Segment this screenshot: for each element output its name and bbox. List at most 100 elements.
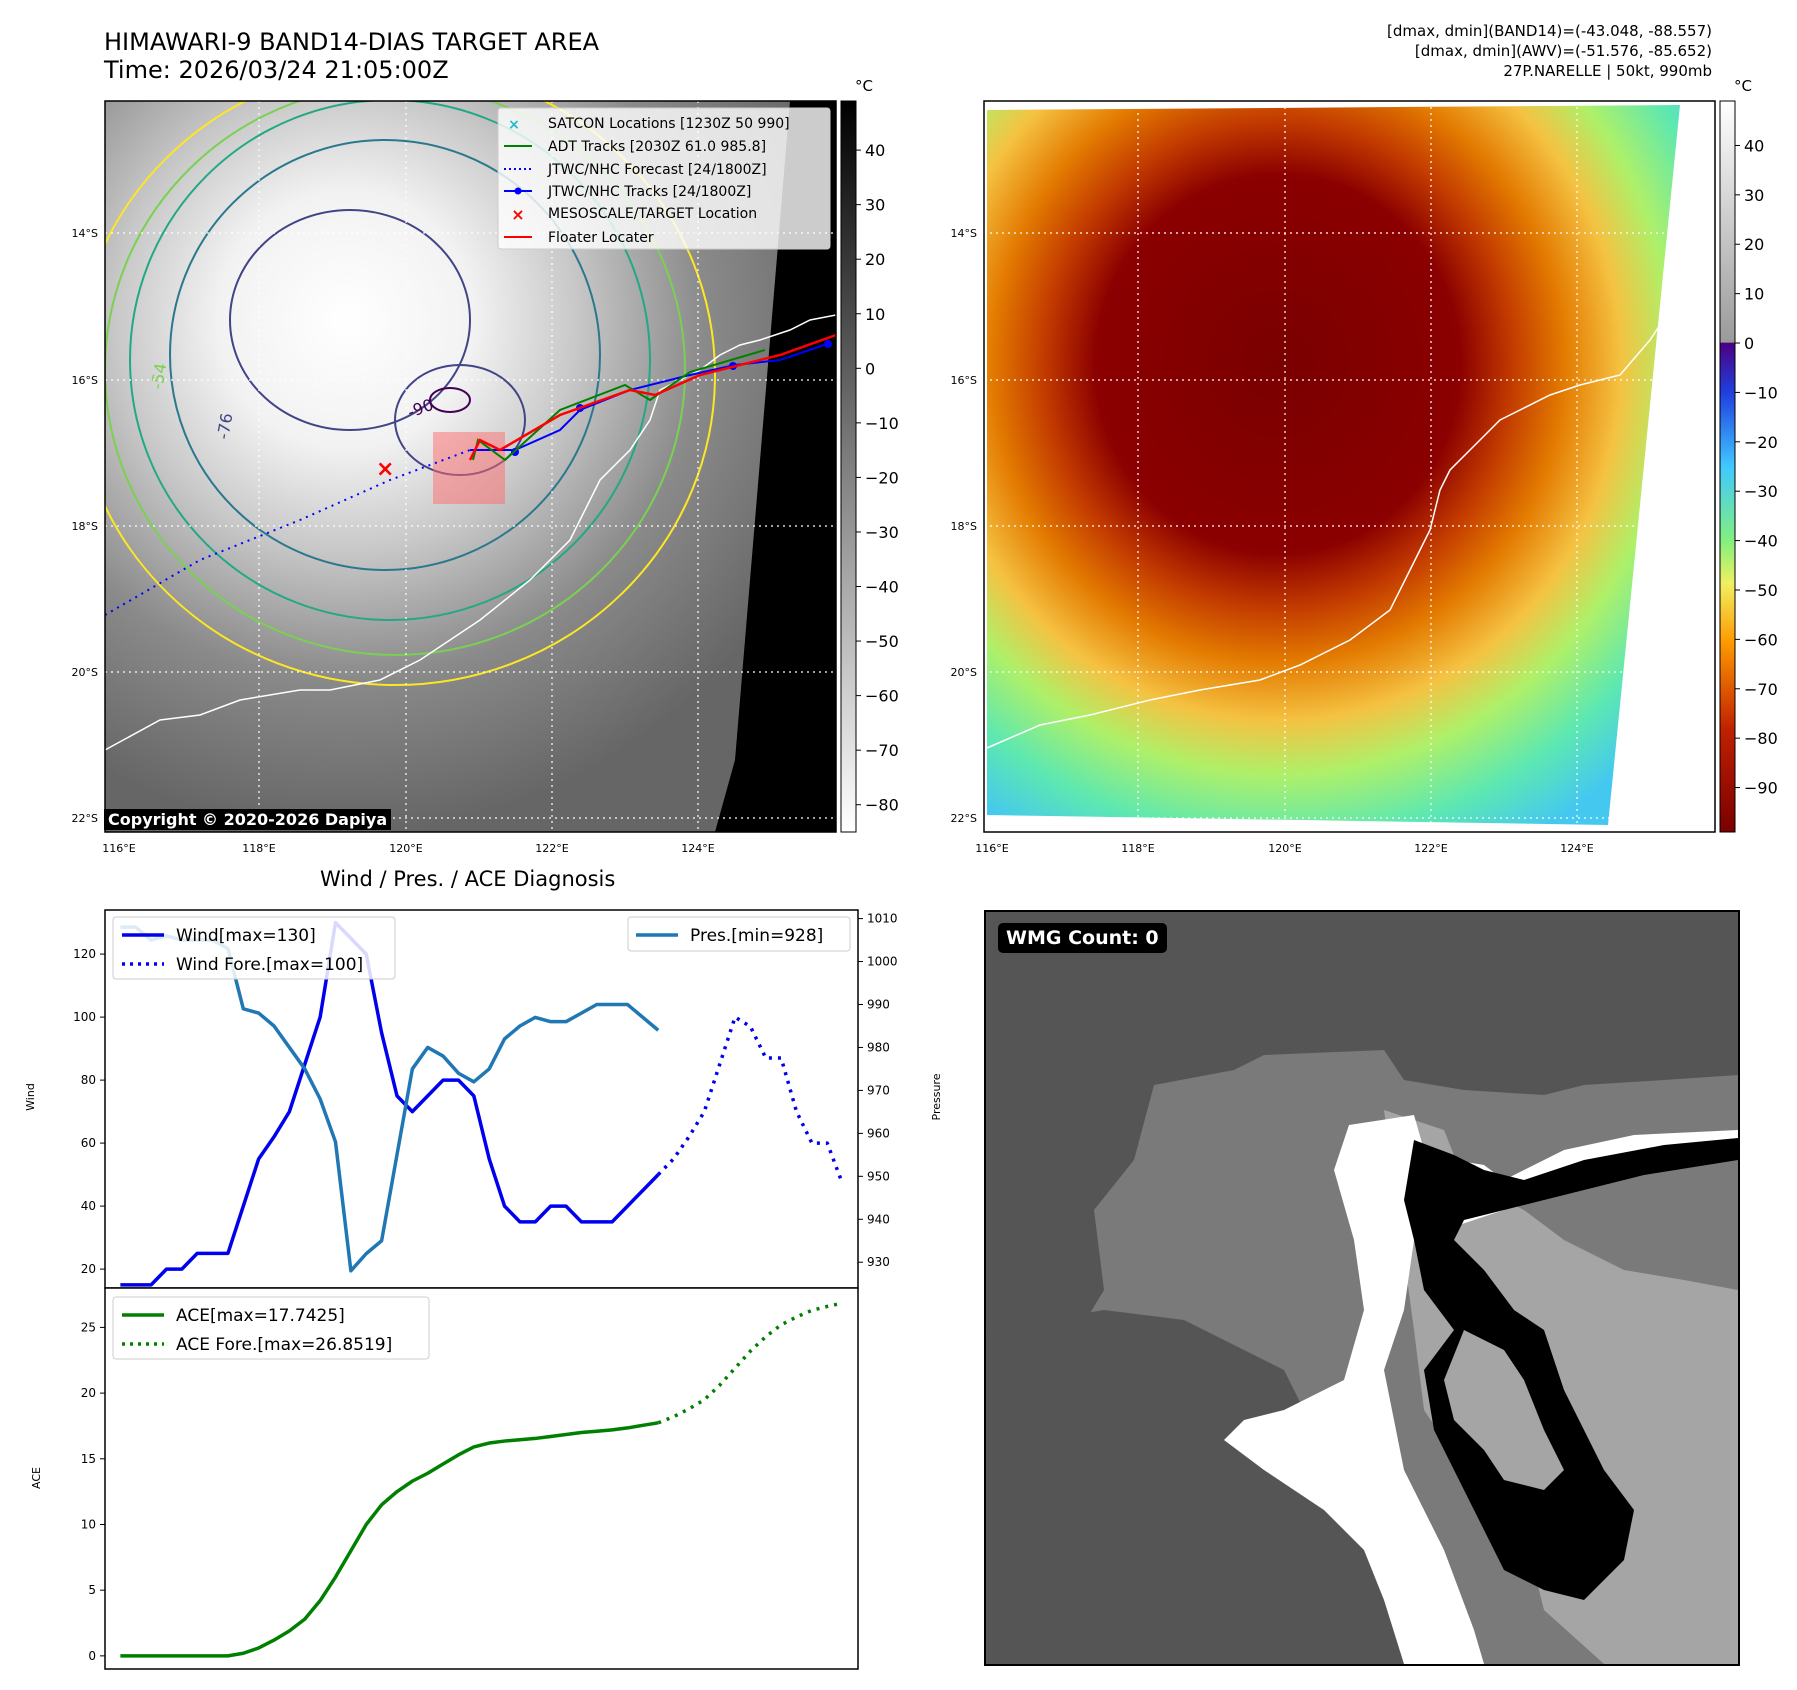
colorbar2-unit: °C bbox=[1734, 77, 1752, 95]
colorbar1-tick-label: −80 bbox=[865, 796, 899, 815]
legend-entry-target: × MESOSCALE/TARGET Location bbox=[511, 205, 757, 224]
colorbar1-tick-label: −40 bbox=[865, 578, 899, 597]
band14-range-text: [dmax, dmin](BAND14)=(-43.048, -88.557) bbox=[1387, 22, 1712, 40]
pressure-axis-label: Pressure bbox=[930, 1073, 943, 1120]
pressure-ytick-label: 970 bbox=[867, 1083, 890, 1097]
wind-ytick-label: 20 bbox=[81, 1262, 96, 1276]
svg-text:×: × bbox=[511, 205, 524, 224]
awv-imagery bbox=[987, 105, 1680, 825]
ir-map-panel: -76 -90 -54 × × SATCON Lo bbox=[72, 100, 837, 855]
legend-wind-forecast: Wind Fore.[max=100] bbox=[122, 955, 363, 975]
awv-gridlines bbox=[984, 101, 1715, 832]
pressure-ytick-label: 1010 bbox=[867, 912, 898, 926]
colorbar1-bar bbox=[840, 100, 857, 833]
svg-text:SATCON Locations [1230Z 50 990: SATCON Locations [1230Z 50 990] bbox=[548, 116, 790, 132]
target-location-marker: × bbox=[376, 457, 394, 482]
colorbar1-tick-label: −60 bbox=[865, 687, 899, 706]
colorbar1-tick-label: 30 bbox=[865, 196, 885, 215]
ace-ytick-label: 0 bbox=[88, 1649, 96, 1663]
ace-line bbox=[120, 1421, 659, 1658]
awv-lat-label-22: 22°S bbox=[951, 812, 977, 825]
colorbar1-tick-label: −30 bbox=[865, 523, 899, 542]
ace-yticks: 0 5 10 15 20 25 bbox=[81, 1320, 105, 1663]
svg-text:Wind Fore.[max=100]: Wind Fore.[max=100] bbox=[176, 955, 363, 975]
colorbar2-tick-label: −10 bbox=[1744, 383, 1778, 402]
adt-track bbox=[472, 349, 766, 462]
wmg-region-black bbox=[1404, 1138, 1738, 1600]
colorbar2-tick-label: −30 bbox=[1744, 482, 1778, 501]
svg-text:JTWC/NHC Tracks [24/1800Z]: JTWC/NHC Tracks [24/1800Z] bbox=[547, 184, 751, 200]
colorbar2-tick-label: −90 bbox=[1744, 779, 1778, 798]
colorbar1-tick-label: −10 bbox=[865, 414, 899, 433]
legend-ace-forecast: ACE Fore.[max=26.8519] bbox=[122, 1335, 392, 1355]
lat-label-16: 16°S bbox=[72, 374, 98, 387]
colorbar2-tick-label: 20 bbox=[1744, 235, 1764, 254]
floater-box bbox=[433, 432, 505, 504]
pressure-ytick-label: 960 bbox=[867, 1126, 890, 1140]
awv-lat-label-16: 16°S bbox=[951, 374, 977, 387]
awv-lat-labels: 14°S 16°S 18°S 20°S 22°S bbox=[951, 227, 977, 825]
svg-text:ACE Fore.[max=26.8519]: ACE Fore.[max=26.8519] bbox=[176, 1335, 392, 1355]
svg-text:JTWC/NHC Forecast [24/1800Z]: JTWC/NHC Forecast [24/1800Z] bbox=[547, 162, 767, 178]
colorbar2-tick-label: −20 bbox=[1744, 433, 1778, 452]
contour-purple bbox=[429, 387, 471, 413]
lon-label-116: 116°E bbox=[102, 842, 135, 855]
figure-title: HIMAWARI-9 BAND14-DIAS TARGET AREA bbox=[104, 28, 600, 56]
ace-series bbox=[120, 1301, 843, 1658]
ace-ytick-label: 5 bbox=[88, 1583, 96, 1597]
contour-label-54: -54 bbox=[147, 362, 170, 391]
colorbar2-tick-label: 0 bbox=[1744, 334, 1754, 353]
colorbar2-tick-label: 40 bbox=[1744, 136, 1764, 155]
contour-blue bbox=[169, 139, 601, 571]
colorbar1-tick-label: 10 bbox=[865, 305, 885, 324]
colorbar1-tick-label: 40 bbox=[865, 141, 885, 160]
awv-lat-label-18: 18°S bbox=[951, 520, 977, 533]
ace-ytick-label: 25 bbox=[81, 1320, 96, 1334]
lat-label-18: 18°S bbox=[72, 520, 98, 533]
pressure-ytick-label: 990 bbox=[867, 998, 890, 1012]
storm-info-text: 27P.NARELLE | 50kt, 990mb bbox=[1503, 62, 1712, 80]
colorbar1-tick-label: 20 bbox=[865, 250, 885, 269]
colorbar2-tick-label: 30 bbox=[1744, 186, 1764, 205]
lon-label-124: 124°E bbox=[681, 842, 714, 855]
awv-range-text: [dmax, dmin](AWV)=(-51.576, -85.652) bbox=[1414, 42, 1712, 60]
legend-pressure: Pres.[min=928] bbox=[636, 926, 823, 946]
colorbar1-tick-label: −20 bbox=[865, 468, 899, 487]
contour-yellow bbox=[105, 101, 716, 686]
ace-ytick-label: 15 bbox=[81, 1452, 96, 1466]
colorbar1-ticks: 40 30 20 10 0 −10 −20 −30 −40 −50 −60 −70 −80 bbox=[856, 141, 899, 815]
svg-text:×: × bbox=[508, 117, 520, 133]
wind-line bbox=[120, 920, 660, 1287]
colorbar2-ticks: 40 30 20 10 0 −10 −20 −30 −40 −50 −60 −70 −80 −90 bbox=[1735, 136, 1778, 798]
pressure-ytick-label: 1000 bbox=[867, 955, 898, 969]
colorbar2-tick-label: 10 bbox=[1744, 285, 1764, 304]
svg-text:ADT Tracks [2030Z 61.0 985.8]: ADT Tracks [2030Z 61.0 985.8] bbox=[548, 139, 766, 155]
legend-entry-adt: ADT Tracks [2030Z 61.0 985.8] bbox=[504, 139, 766, 155]
ace-legend bbox=[112, 1296, 430, 1360]
colorbar-awv: °C 40 30 20 10 0 −10 −20 −30 −40 −50 −60 −70 −80 −90 bbox=[1719, 77, 1778, 833]
colorbar-grayscale: °C 40 30 20 10 0 −10 −20 −30 −40 −50 −60 −70 −80 bbox=[840, 77, 899, 833]
floater-track bbox=[468, 333, 836, 461]
ace-forecast-line bbox=[657, 1301, 843, 1425]
contour-teal bbox=[129, 101, 651, 621]
wind-yticks: 20 40 60 80 100 120 bbox=[73, 947, 105, 1276]
legend-entry-jtwc-forecast: JTWC/NHC Forecast [24/1800Z] bbox=[504, 162, 767, 178]
pressure-ytick-label: 930 bbox=[867, 1255, 890, 1269]
awv-lat-label-20: 20°S bbox=[951, 666, 977, 679]
diagnosis-title: Wind / Pres. / ACE Diagnosis bbox=[320, 867, 616, 891]
awv-lon-label-124: 124°E bbox=[1560, 842, 1593, 855]
colorbar2-tick-label: −40 bbox=[1744, 532, 1778, 551]
wind-legend bbox=[112, 916, 396, 980]
contour-green bbox=[105, 101, 686, 656]
no-data-region bbox=[715, 101, 836, 832]
wmg-frame bbox=[984, 910, 1740, 1666]
legend-wind: Wind[max=130] bbox=[122, 926, 316, 946]
awv-lon-label-116: 116°E bbox=[975, 842, 1008, 855]
lon-label-118: 118°E bbox=[242, 842, 275, 855]
wind-ytick-label: 80 bbox=[81, 1073, 96, 1087]
svg-text:Wind[max=130]: Wind[max=130] bbox=[176, 926, 316, 946]
wmg-panel bbox=[984, 910, 1740, 1666]
awv-map-frame bbox=[983, 100, 1716, 833]
ace-ytick-label: 20 bbox=[81, 1386, 96, 1400]
